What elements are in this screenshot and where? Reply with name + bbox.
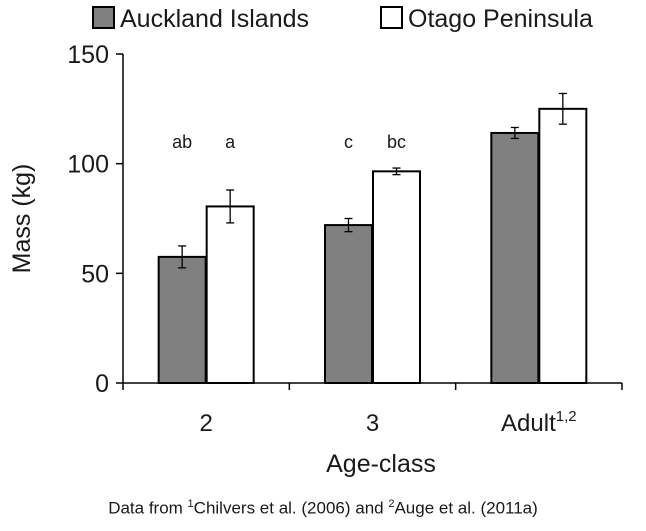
error-bar-1-1: [392, 167, 401, 176]
legend: Auckland Islands Otago Peninsula: [92, 5, 593, 33]
bar-otago-0: [205, 205, 255, 384]
source-caption: Data from 1Chilvers et al. (2006) and 2A…: [0, 498, 646, 519]
error-bar-0-2: [510, 126, 519, 140]
x-tick-label-0: 2: [199, 410, 212, 437]
bar-auckland-1: [324, 224, 373, 384]
bars-layer: ab a c bc: [157, 92, 588, 384]
sig-letter-0-1: c: [344, 132, 353, 152]
bar-auckland-0: [157, 255, 207, 384]
caption-sup-1: 1: [187, 498, 194, 510]
legend-entry-0: Auckland Islands: [92, 5, 309, 33]
legend-swatch-0: [92, 6, 115, 29]
x-tick-label-1: 3: [366, 410, 379, 437]
x-axis-title: Age-class: [326, 450, 436, 478]
error-bar-0-1: [344, 217, 353, 233]
caption-prefix: Data from: [108, 498, 188, 518]
caption-suffix: Auge et al. (2011a): [394, 498, 538, 518]
caption-sup-2: 2: [388, 498, 395, 510]
y-tick-label-0: 0: [95, 370, 109, 398]
error-bar-1-0: [226, 189, 235, 224]
y-tick-label-1: 50: [81, 260, 109, 288]
sig-letter-1-0: a: [225, 132, 236, 152]
y-axis-title: Mass (kg): [8, 164, 36, 274]
bar-otago-1: [372, 170, 421, 384]
x-tick-label-2: Adult1,2: [501, 408, 577, 437]
bar-chart: Auckland Islands Otago Peninsula ab a c bc 2…: [8, 5, 623, 478]
legend-label-1: Otago Peninsula: [408, 5, 593, 33]
bar-otago-2: [538, 107, 588, 384]
sig-letter-0-0: ab: [172, 132, 192, 152]
y-tick-label-3: 150: [67, 41, 109, 69]
sig-letter-1-1: bc: [387, 132, 406, 152]
legend-entry-1: Otago Peninsula: [380, 5, 593, 33]
caption-mid: Chilvers et al. (2006) and: [193, 498, 389, 518]
bar-auckland-2: [490, 131, 540, 384]
error-bar-0-0: [178, 245, 187, 269]
y-tick-label-2: 100: [67, 151, 109, 179]
legend-swatch-1: [380, 6, 403, 29]
error-bar-1-2: [558, 92, 567, 125]
axes-layer: 2 3 Adult1,2 0 50 100 150 Age-class Mass (kg): [8, 41, 623, 478]
legend-label-0: Auckland Islands: [120, 5, 309, 33]
